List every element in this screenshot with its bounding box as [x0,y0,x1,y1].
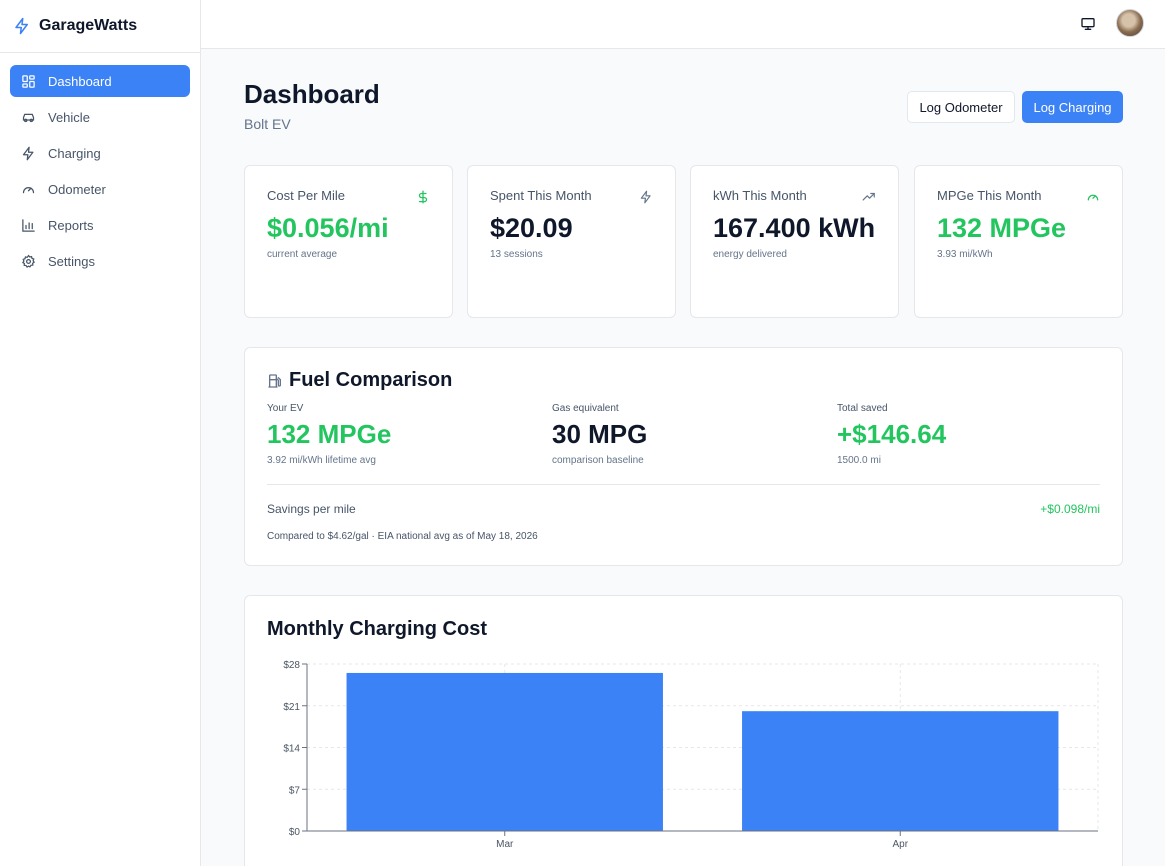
stat-sub: 13 sessions [490,249,543,260]
chart-title: Monthly Charging Cost [267,618,487,640]
sidebar-item-settings[interactable]: Settings [10,245,190,277]
stat-sub: current average [267,249,338,260]
fuel-comparison-title: Fuel Comparison [289,369,453,391]
stat-card-kwh-this-month: kWh This Month 167.400 kWh energy delive… [690,165,899,318]
car-icon [22,113,35,122]
fuel-comparison-header: Fuel Comparison [267,369,452,392]
sidebar-item-reports[interactable]: Reports [10,209,190,241]
grid-icon [22,74,35,88]
fuel-col-sub: 3.92 mi/kWh lifetime avg [267,455,376,466]
stat-label: MPGe This Month [937,188,1042,203]
savings-per-mile-value: +$0.098/mi [1040,502,1100,516]
fuel-col-sub: 1500.0 mi [837,455,881,466]
sidebar-item-dashboard[interactable]: Dashboard [10,65,190,97]
sidebar-item-label: Reports [48,217,94,233]
divider [267,484,1100,485]
fuel-col-label: Your EV [267,403,304,414]
monthly-charging-cost-card: Monthly Charging Cost $0 $7 $14 $21 $28 Mar Ap… [244,595,1123,866]
fuel-comparison-card: Fuel Comparison Your EV 132 MPGe 3.92 mi… [244,347,1123,566]
vehicle-name: Bolt EV [244,116,291,132]
gauge-icon [22,186,35,193]
avatar[interactable] [1116,9,1144,37]
monitor-icon[interactable] [1080,16,1096,32]
bar-chart-icon [22,218,35,232]
stat-sub: 3.93 mi/kWh [937,249,993,260]
stat-value: 167.400 kWh [713,213,876,243]
y-tick-label: $0 [289,827,301,838]
stat-card-cost-per-mile: Cost Per Mile $0.056/mi current average [244,165,453,318]
stat-label: Cost Per Mile [267,188,346,203]
sidebar-nav: Dashboard Vehicle Charging Odometer Repo… [0,53,200,293]
total-saved-column: Total saved +$146.64 1500.0 mi [837,403,946,466]
your-ev-value: 132 MPGe [267,419,392,449]
stat-value: $0.056/mi [267,213,389,243]
y-tick-label: $7 [289,785,301,796]
page-title: Dashboard [244,79,380,109]
gauge-icon [1087,194,1099,201]
sidebar-item-odometer[interactable]: Odometer [10,173,190,205]
app-name: GarageWatts [39,17,138,34]
y-tick-label: $14 [283,744,300,755]
topbar [201,0,1165,49]
log-charging-button[interactable]: Log Charging [1022,91,1123,123]
x-tick-label: Apr [892,839,908,850]
stat-label: Spent This Month [490,188,592,203]
gas-equivalent-value: 30 MPG [552,419,648,449]
sidebar-item-label: Charging [48,145,101,161]
dollar-icon [418,190,428,204]
fuel-col-label: Total saved [837,403,888,414]
savings-per-mile-label: Savings per mile [267,502,356,516]
fuel-col-label: Gas equivalent [552,403,619,414]
bolt-logo-icon [15,17,28,35]
x-tick-label: Mar [496,839,514,850]
total-saved-value: +$146.64 [837,419,947,449]
stat-value: 132 MPGe [937,213,1067,243]
bolt-icon [640,190,651,204]
sidebar-item-label: Vehicle [48,109,90,125]
sidebar-item-label: Settings [48,253,95,269]
monthly-charging-cost-chart: $0 $7 $14 $21 $28 Mar Apr [283,660,1099,850]
bar-apr [742,711,1059,831]
sidebar: GarageWatts Dashboard Vehicle Charging O… [0,0,201,866]
y-tick-label: $21 [283,702,300,713]
gas-equivalent-column: Gas equivalent 30 MPG comparison baselin… [552,403,647,466]
stat-sub: energy delivered [713,249,787,260]
y-tick-label: $28 [283,660,300,671]
stat-value: $20.09 [490,213,573,243]
sidebar-item-vehicle[interactable]: Vehicle [10,101,190,133]
fuel-col-sub: comparison baseline [552,455,644,466]
sidebar-item-label: Dashboard [48,73,112,89]
stat-label: kWh This Month [713,188,807,203]
fuel-pump-icon [268,373,281,388]
sidebar-item-charging[interactable]: Charging [10,137,190,169]
sidebar-item-label: Odometer [48,181,106,197]
stat-card-mpge-this-month: MPGe This Month 132 MPGe 3.93 mi/kWh [914,165,1123,318]
log-odometer-button[interactable]: Log Odometer [907,91,1015,123]
comparison-note: Compared to $4.62/gal · EIA national avg… [267,531,538,542]
bolt-icon [22,146,34,160]
stat-card-spent-this-month: Spent This Month $20.09 13 sessions [467,165,676,318]
trending-up-icon [862,192,875,201]
your-ev-column: Your EV 132 MPGe 3.92 mi/kWh lifetime av… [267,403,391,466]
brand[interactable]: GarageWatts [0,0,200,53]
gear-icon [21,254,35,268]
bar-mar [346,672,663,831]
